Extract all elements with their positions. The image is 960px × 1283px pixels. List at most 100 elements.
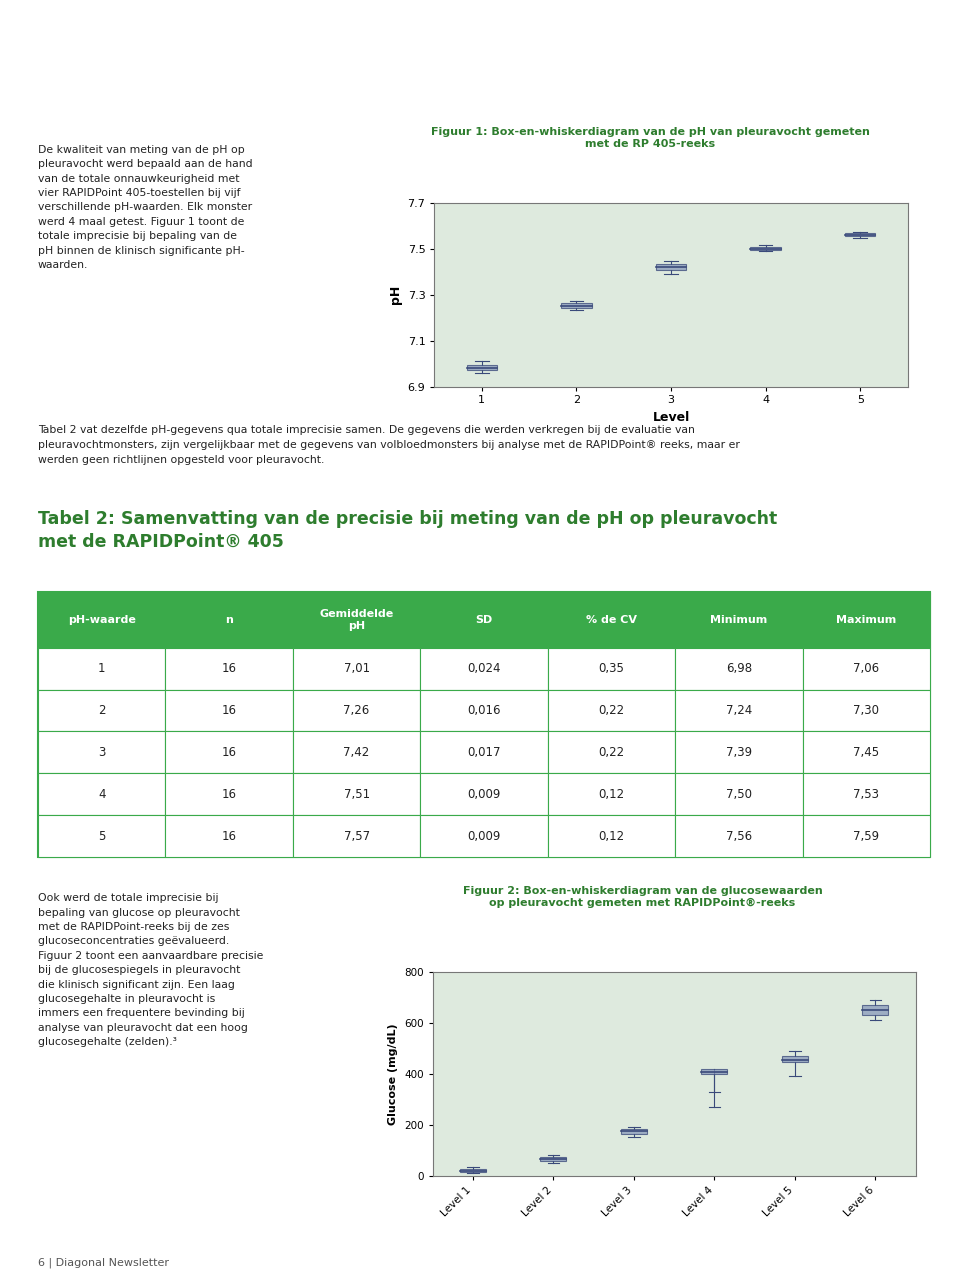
- FancyBboxPatch shape: [293, 731, 420, 774]
- Text: 4: 4: [98, 788, 106, 801]
- FancyBboxPatch shape: [420, 648, 548, 689]
- FancyBboxPatch shape: [548, 648, 675, 689]
- Text: 7,06: 7,06: [853, 662, 879, 675]
- Text: 16: 16: [222, 662, 237, 675]
- Text: De kwaliteit van meting van de pH op
pleuravocht werd bepaald aan de hand
van de: De kwaliteit van meting van de pH op ple…: [38, 145, 252, 269]
- Text: 7,57: 7,57: [344, 830, 370, 843]
- X-axis label: Level: Level: [653, 411, 689, 423]
- Text: 16: 16: [222, 745, 237, 758]
- Text: 6,98: 6,98: [726, 662, 752, 675]
- Text: Gemiddelde
pH: Gemiddelde pH: [320, 609, 394, 631]
- FancyBboxPatch shape: [38, 689, 165, 731]
- FancyBboxPatch shape: [420, 815, 548, 857]
- FancyBboxPatch shape: [38, 591, 165, 648]
- Text: 0,12: 0,12: [598, 788, 625, 801]
- FancyBboxPatch shape: [675, 815, 803, 857]
- Text: 7,24: 7,24: [726, 704, 752, 717]
- Bar: [782, 1056, 807, 1062]
- FancyBboxPatch shape: [420, 774, 548, 815]
- Text: 7,51: 7,51: [344, 788, 370, 801]
- Text: 0,009: 0,009: [468, 830, 501, 843]
- Y-axis label: Glucose (mg/dL): Glucose (mg/dL): [389, 1023, 398, 1125]
- FancyBboxPatch shape: [165, 774, 293, 815]
- Text: 0,12: 0,12: [598, 830, 625, 843]
- Text: pH-waarde: pH-waarde: [68, 615, 135, 625]
- Text: Minimum: Minimum: [710, 615, 767, 625]
- Text: 0,009: 0,009: [468, 788, 501, 801]
- Text: n: n: [226, 615, 233, 625]
- FancyBboxPatch shape: [675, 689, 803, 731]
- Text: 16: 16: [222, 704, 237, 717]
- FancyBboxPatch shape: [165, 731, 293, 774]
- FancyBboxPatch shape: [548, 689, 675, 731]
- Text: 7,59: 7,59: [853, 830, 879, 843]
- Text: 0,35: 0,35: [598, 662, 624, 675]
- FancyBboxPatch shape: [38, 774, 165, 815]
- Text: Figuur 2: Box-en-whiskerdiagram van de glucosewaarden
op pleuravocht gemeten met: Figuur 2: Box-en-whiskerdiagram van de g…: [463, 887, 823, 907]
- FancyBboxPatch shape: [293, 689, 420, 731]
- FancyBboxPatch shape: [675, 774, 803, 815]
- Text: 0,016: 0,016: [468, 704, 501, 717]
- Text: % de CV: % de CV: [586, 615, 636, 625]
- Bar: [862, 1005, 888, 1015]
- Text: 0,22: 0,22: [598, 704, 625, 717]
- FancyBboxPatch shape: [548, 731, 675, 774]
- Bar: [751, 246, 780, 250]
- Text: › Wetenschappelijke informatie: › Wetenschappelijke informatie: [24, 21, 417, 41]
- Text: 7,42: 7,42: [344, 745, 370, 758]
- FancyBboxPatch shape: [165, 689, 293, 731]
- FancyBboxPatch shape: [38, 815, 165, 857]
- FancyBboxPatch shape: [420, 591, 548, 648]
- Text: 7,45: 7,45: [853, 745, 879, 758]
- FancyBboxPatch shape: [675, 591, 803, 648]
- Bar: [540, 1157, 566, 1161]
- FancyBboxPatch shape: [548, 815, 675, 857]
- FancyBboxPatch shape: [293, 591, 420, 648]
- Text: 0,22: 0,22: [598, 745, 625, 758]
- Text: 16: 16: [222, 830, 237, 843]
- FancyBboxPatch shape: [675, 648, 803, 689]
- Text: Tabel 2 vat dezelfde pH-gegevens qua totale imprecisie samen. De gegevens die we: Tabel 2 vat dezelfde pH-gegevens qua tot…: [38, 425, 740, 464]
- FancyBboxPatch shape: [420, 689, 548, 731]
- Bar: [845, 234, 876, 236]
- Bar: [656, 264, 686, 269]
- Text: 5: 5: [98, 830, 106, 843]
- Text: 0,024: 0,024: [468, 662, 501, 675]
- FancyBboxPatch shape: [548, 774, 675, 815]
- Text: 7,50: 7,50: [726, 788, 752, 801]
- Text: Maximum: Maximum: [836, 615, 897, 625]
- Text: 2: 2: [98, 704, 106, 717]
- FancyBboxPatch shape: [803, 815, 930, 857]
- FancyBboxPatch shape: [38, 731, 165, 774]
- FancyBboxPatch shape: [803, 648, 930, 689]
- FancyBboxPatch shape: [165, 815, 293, 857]
- Y-axis label: pH: pH: [389, 285, 402, 304]
- Text: 16: 16: [222, 788, 237, 801]
- Text: 3: 3: [98, 745, 106, 758]
- FancyBboxPatch shape: [165, 591, 293, 648]
- Text: 1: 1: [98, 662, 106, 675]
- FancyBboxPatch shape: [165, 648, 293, 689]
- FancyBboxPatch shape: [803, 591, 930, 648]
- Text: 0,017: 0,017: [468, 745, 501, 758]
- FancyBboxPatch shape: [803, 774, 930, 815]
- FancyBboxPatch shape: [803, 731, 930, 774]
- FancyBboxPatch shape: [293, 815, 420, 857]
- Bar: [562, 304, 591, 308]
- Text: 7,53: 7,53: [853, 788, 879, 801]
- Text: 7,39: 7,39: [726, 745, 752, 758]
- Text: 7,26: 7,26: [344, 704, 370, 717]
- FancyBboxPatch shape: [38, 648, 165, 689]
- Bar: [460, 1169, 486, 1171]
- Bar: [702, 1069, 728, 1074]
- Bar: [467, 366, 497, 371]
- Text: 7,01: 7,01: [344, 662, 370, 675]
- FancyBboxPatch shape: [293, 774, 420, 815]
- Bar: [621, 1129, 647, 1134]
- FancyBboxPatch shape: [803, 689, 930, 731]
- Text: 7,56: 7,56: [726, 830, 752, 843]
- Text: Figuur 1: Box-en-whiskerdiagram van de pH van pleuravocht gemeten
met de RP 405-: Figuur 1: Box-en-whiskerdiagram van de p…: [431, 127, 870, 149]
- Text: SD: SD: [475, 615, 492, 625]
- FancyBboxPatch shape: [675, 731, 803, 774]
- Text: 6 | Diagonal Newsletter: 6 | Diagonal Newsletter: [38, 1257, 169, 1268]
